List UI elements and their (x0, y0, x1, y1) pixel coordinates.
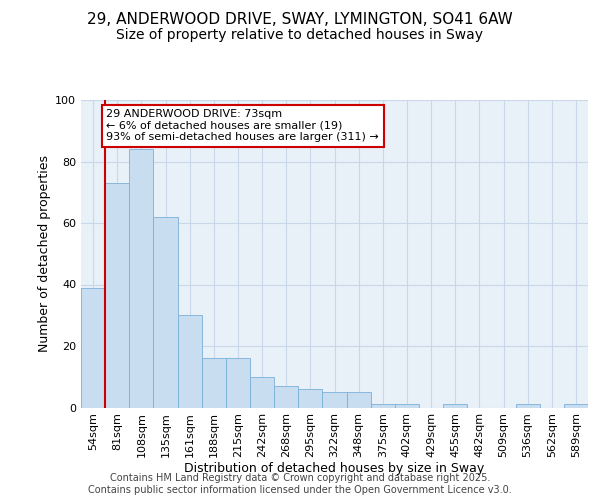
Bar (298, 389, 322, 407)
Bar (274, 386, 298, 407)
Y-axis label: Number of detached properties: Number of detached properties (38, 155, 51, 352)
Text: Contains HM Land Registry data © Crown copyright and database right 2025.
Contai: Contains HM Land Registry data © Crown c… (88, 474, 512, 495)
Bar (202, 358, 226, 408)
Bar (105, 183, 129, 408)
Bar (443, 404, 467, 407)
Bar (81, 288, 105, 408)
Bar (178, 316, 202, 408)
X-axis label: Distribution of detached houses by size in Sway: Distribution of detached houses by size … (184, 462, 485, 474)
Bar (515, 404, 540, 407)
Text: Size of property relative to detached houses in Sway: Size of property relative to detached ho… (116, 28, 484, 42)
Text: 29 ANDERWOOD DRIVE: 73sqm
← 6% of detached houses are smaller (19)
93% of semi-d: 29 ANDERWOOD DRIVE: 73sqm ← 6% of detach… (106, 109, 379, 142)
Bar (347, 392, 371, 407)
Bar (129, 149, 154, 407)
Bar (322, 392, 347, 407)
Bar (226, 358, 250, 408)
Text: 29, ANDERWOOD DRIVE, SWAY, LYMINGTON, SO41 6AW: 29, ANDERWOOD DRIVE, SWAY, LYMINGTON, SO… (87, 12, 513, 28)
Bar (371, 404, 395, 407)
Bar (564, 404, 588, 407)
Bar (250, 377, 274, 408)
Bar (154, 217, 178, 408)
Bar (395, 404, 419, 407)
